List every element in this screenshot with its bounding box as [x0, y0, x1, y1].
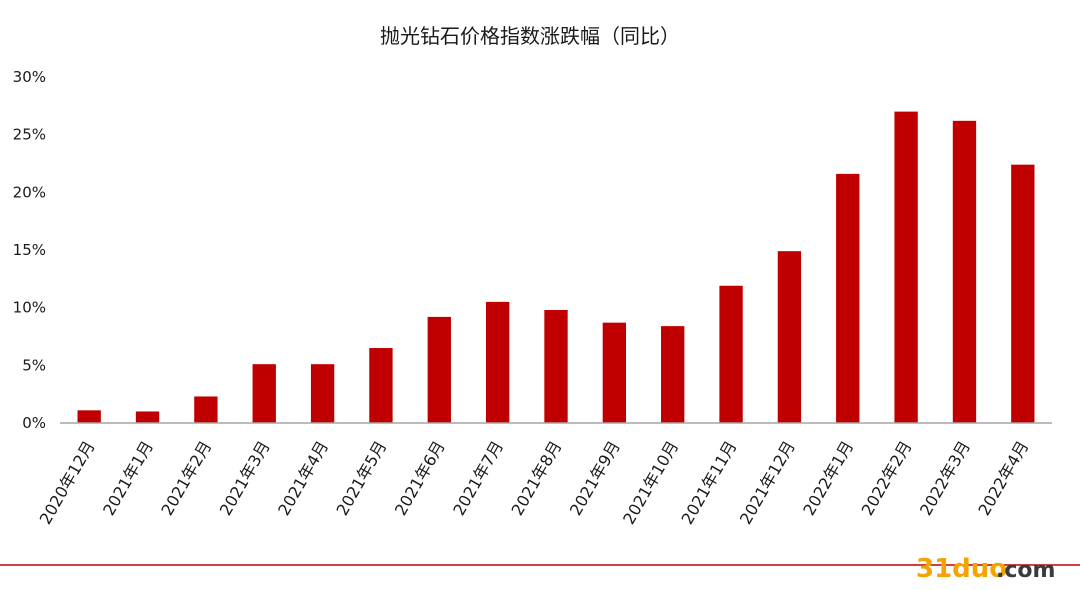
x-tick-label: 2021年12月 — [736, 438, 799, 528]
x-tick-label: 2021年11月 — [678, 438, 741, 528]
x-tick-label: 2021年1月 — [99, 438, 157, 519]
x-tick-label: 2022年4月 — [974, 438, 1032, 519]
watermark-logo: 31duo .com — [916, 554, 1055, 584]
y-tick-label: 5% — [22, 356, 46, 374]
bar — [661, 326, 685, 423]
bar — [544, 309, 568, 423]
bar — [485, 301, 510, 423]
x-tick-label: 2021年4月 — [274, 438, 332, 519]
watermark-main: 31duo — [916, 554, 1007, 584]
x-tick-label: 2021年7月 — [449, 438, 507, 519]
x-tick-label: 2022年1月 — [799, 438, 857, 519]
x-axis-ticks: 2020年12月 2021年1月 2021年2月 2021年3月 2021年4月 2021… — [36, 438, 1033, 528]
x-tick-label: 2022年3月 — [916, 438, 974, 519]
bar — [252, 364, 276, 423]
bar — [77, 410, 101, 423]
bar — [602, 322, 627, 423]
y-tick-label: 20% — [13, 183, 46, 201]
bar — [952, 120, 977, 424]
x-tick-label: 2021年8月 — [508, 438, 566, 519]
bar — [836, 173, 860, 423]
y-tick-label: 0% — [22, 414, 46, 432]
bar — [369, 348, 393, 423]
y-tick-label: 15% — [13, 241, 46, 259]
chart-title: 抛光钻石价格指数涨跌幅（同比） — [380, 24, 680, 48]
y-tick-label: 30% — [13, 68, 46, 86]
bar — [719, 285, 743, 423]
bar — [135, 411, 160, 423]
bars — [77, 111, 1035, 424]
x-tick-label: 2022年2月 — [858, 438, 916, 519]
x-tick-label: 2021年10月 — [619, 438, 682, 528]
x-tick-label: 2020年12月 — [36, 438, 99, 528]
y-axis-ticks: 0% 5% 10% 15% 20% 25% 30% — [13, 68, 46, 432]
y-tick-label: 25% — [13, 126, 46, 144]
x-tick-label: 2021年5月 — [332, 438, 390, 519]
bar — [894, 111, 918, 423]
x-tick-label: 2021年3月 — [216, 438, 274, 519]
bar — [777, 251, 802, 423]
x-tick-label: 2021年9月 — [566, 438, 624, 519]
x-tick-label: 2021年2月 — [157, 438, 215, 519]
y-tick-label: 10% — [13, 299, 46, 317]
x-tick-label: 2021年6月 — [391, 438, 449, 519]
bar — [1011, 164, 1035, 424]
bar — [194, 396, 218, 423]
bar — [310, 364, 335, 423]
bar — [427, 316, 451, 423]
watermark-suffix: .com — [996, 558, 1055, 583]
